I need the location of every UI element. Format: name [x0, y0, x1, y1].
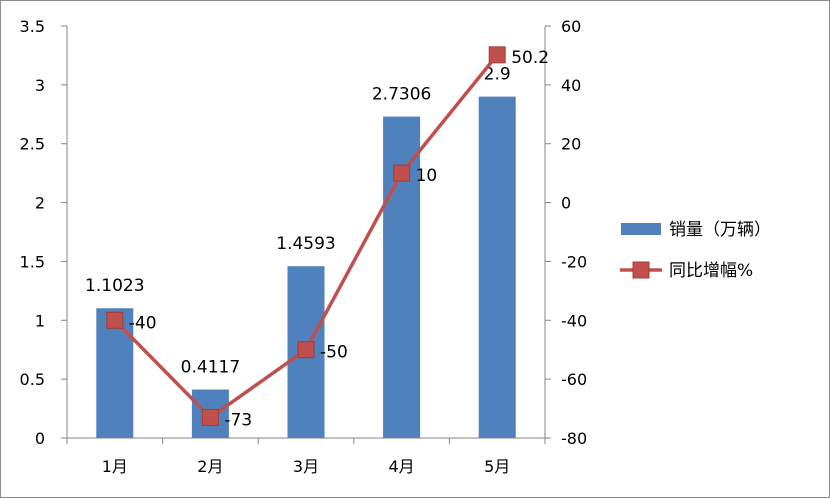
bar	[96, 308, 134, 438]
left-tick-label: 3.5	[20, 17, 45, 36]
bar-data-label: 0.4117	[181, 358, 240, 378]
line-data-label: -73	[224, 410, 252, 430]
left-tick-label: 2	[35, 194, 45, 213]
right-tick-label: -60	[561, 370, 587, 389]
line-point	[488, 46, 506, 64]
legend-bar-swatch	[621, 223, 661, 235]
bar-data-labels: 1.1023 0.4117 1.4593 2.7306 2.9	[85, 65, 511, 378]
line-point	[106, 311, 124, 329]
right-tick-label: 20	[561, 135, 581, 154]
left-tick-label: 0.5	[20, 370, 45, 389]
legend-line-label: 同比增幅%	[669, 261, 753, 281]
right-axis-ticks: -80 -60 -40 -20 0 20 40 60	[545, 17, 587, 448]
bar-data-label: 2.7306	[372, 85, 431, 105]
right-tick-label: 0	[561, 194, 571, 213]
category-label: 2月	[197, 457, 223, 476]
bar-series	[96, 96, 516, 439]
bar	[478, 96, 516, 438]
bar-data-label: 2.9	[484, 65, 511, 85]
line-data-label: -50	[320, 343, 348, 363]
line-series	[106, 46, 506, 426]
category-label: 3月	[293, 457, 319, 476]
category-label: 1月	[102, 457, 128, 476]
line-data-label: 10	[416, 166, 438, 186]
line-data-label: -40	[129, 313, 157, 333]
left-tick-label: 1.5	[20, 252, 45, 271]
left-tick-label: 0	[35, 429, 45, 448]
bar-data-label: 1.1023	[85, 276, 144, 296]
category-label: 5月	[484, 457, 510, 476]
right-tick-label: 60	[561, 17, 581, 36]
category-label: 4月	[389, 457, 415, 476]
right-tick-label: -40	[561, 311, 587, 330]
line-point	[393, 164, 411, 182]
legend-bar-label: 销量（万辆）	[669, 220, 771, 240]
line-point	[297, 341, 315, 359]
line-data-label: 50.2	[511, 48, 549, 68]
category-labels: 1月 2月 3月 4月 5月	[102, 457, 511, 476]
left-tick-label: 3	[35, 76, 45, 95]
left-tick-label: 1	[35, 311, 45, 330]
right-tick-label: -20	[561, 252, 587, 271]
left-tick-label: 2.5	[20, 135, 45, 154]
line-point	[201, 408, 219, 426]
legend: 销量（万辆） 同比增幅%	[620, 220, 771, 281]
right-tick-label: -80	[561, 429, 587, 448]
right-tick-label: 40	[561, 76, 581, 95]
line-data-labels: -40 -73 -50 10 50.2	[129, 48, 549, 431]
legend-line-marker	[632, 261, 650, 279]
bar-data-label: 1.4593	[276, 234, 335, 254]
left-axis-ticks: 0 0.5 1 1.5 2 2.5 3 3.5	[20, 17, 67, 448]
